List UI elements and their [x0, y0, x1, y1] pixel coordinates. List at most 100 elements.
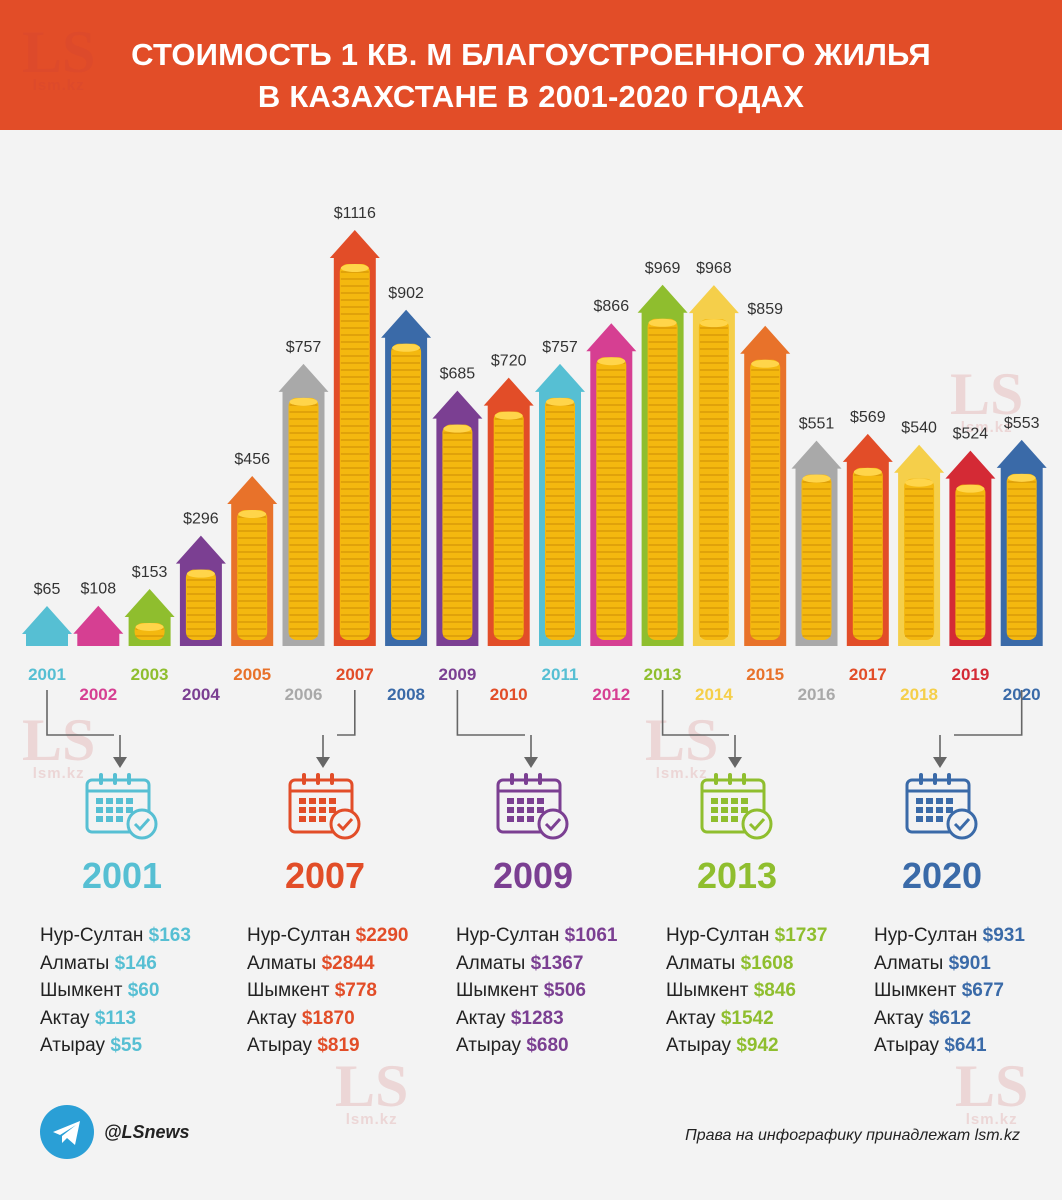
year-label: 2002 — [79, 685, 117, 704]
watermark-logo: LS lsm.kz — [950, 361, 1024, 436]
bar-2010: $720 2010 — [483, 353, 534, 704]
city-price-value: $506 — [543, 980, 586, 1001]
bar-2019: $524 2019 — [945, 426, 996, 684]
city-price-row: Шымкент $677 — [874, 977, 1062, 1005]
year-label: 2006 — [285, 685, 323, 704]
city-price-value: $680 — [526, 1035, 569, 1056]
detail-year-heading: 2007 — [284, 855, 366, 896]
coin-stack — [698, 319, 729, 640]
value-label: $456 — [234, 451, 270, 468]
bar-2013: $969 2013 — [637, 260, 688, 684]
city-price-list: Нур-Султан $1061 Алматы $1367 Шымкент $506… — [456, 922, 666, 1060]
city-price-value: $1061 — [564, 925, 618, 946]
watermark-logo: LS lsm.kz — [22, 707, 96, 782]
city-price-value: $1542 — [720, 1007, 774, 1029]
city-price-row: Алматы $1608 — [666, 950, 876, 978]
city-price-row: Шымкент $778 — [247, 977, 457, 1005]
value-label: $685 — [440, 366, 476, 383]
coin-stack — [493, 411, 524, 640]
coin-top — [392, 343, 421, 352]
telegram-handle[interactable]: @LSnews — [104, 1122, 190, 1142]
coin-stack — [1006, 473, 1037, 640]
city-price-row: Актау $1283 — [456, 1005, 666, 1033]
city-price-value: $1870 — [301, 1007, 355, 1029]
value-label: $969 — [645, 260, 681, 277]
connector-line — [954, 690, 1023, 736]
city-price-value: $60 — [127, 980, 160, 1001]
connector-line — [337, 690, 356, 736]
coin-stack — [801, 474, 832, 640]
connector-arrowhead — [524, 757, 538, 768]
coin-top — [648, 318, 677, 327]
telegram-icon[interactable] — [40, 1105, 94, 1159]
city-name: Атырау — [456, 1035, 527, 1056]
city-name: Шымкент — [666, 980, 754, 1001]
connector-arrowhead — [728, 757, 742, 768]
connector-arrowhead — [316, 757, 330, 768]
value-label: $551 — [799, 416, 835, 433]
city-price-list: Нур-Султан $2290 Алматы $2844 Шымкент $778… — [247, 922, 457, 1060]
value-label: $540 — [901, 420, 937, 437]
connector-line — [46, 690, 114, 736]
value-label: $859 — [747, 301, 783, 318]
bar-2006: $757 2006 — [278, 339, 329, 704]
connector-2013 — [661, 690, 742, 768]
city-name: Нур-Султан — [874, 925, 983, 946]
year-label: 2003 — [131, 665, 169, 684]
value-label: $153 — [132, 564, 168, 581]
calendar-check-icon — [857, 770, 1027, 847]
coin-top — [494, 411, 523, 420]
city-price-value: $819 — [317, 1035, 360, 1056]
city-price-value: $677 — [961, 980, 1004, 1001]
value-label: $1116 — [334, 205, 376, 222]
year-connector-lines — [46, 690, 1023, 768]
city-name: Атырау — [247, 1035, 318, 1056]
coin-stack — [339, 264, 370, 640]
city-price-row: Алматы $2844 — [247, 950, 457, 978]
value-label: $524 — [953, 426, 989, 443]
connector-2020 — [933, 690, 1023, 768]
calendar-check-icon — [652, 770, 822, 847]
city-price-value: $942 — [736, 1035, 779, 1056]
bar-2004: $296 2004 — [175, 511, 226, 704]
coin-stack — [852, 467, 883, 640]
title-line-1: СТОИМОСТЬ 1 КВ. М БЛАГОУСТРОЕННОГО ЖИЛЬЯ — [131, 37, 931, 72]
city-name: Алматы — [666, 952, 741, 974]
city-price-value: $612 — [928, 1007, 972, 1029]
city-name: Актау — [40, 1007, 95, 1029]
calendar-check-icon — [240, 770, 410, 847]
year-label: 2014 — [695, 685, 733, 704]
city-price-row: Актау $113 — [40, 1005, 250, 1033]
coin-top — [186, 569, 215, 578]
coin-top — [597, 357, 626, 366]
city-price-value: $641 — [944, 1035, 987, 1056]
coin-top — [853, 467, 882, 476]
city-price-row: Актау $1870 — [247, 1005, 457, 1033]
value-label: $902 — [388, 285, 424, 302]
city-name: Атырау — [40, 1035, 111, 1056]
value-label: $65 — [34, 581, 61, 598]
connector-arrowhead — [113, 757, 127, 768]
bar-2016: $551 2016 — [791, 416, 842, 704]
value-label: $569 — [850, 409, 886, 426]
city-price-row: Шымкент $60 — [40, 977, 250, 1005]
coin-top — [546, 397, 574, 406]
city-price-row: Нур-Султан $931 — [874, 922, 1062, 950]
coin-top — [751, 359, 780, 368]
bar-2017: $569 2017 — [842, 409, 893, 684]
city-name: Нур-Султан — [247, 925, 356, 946]
connector-line — [661, 690, 729, 736]
year-label: 2013 — [644, 665, 682, 684]
city-name: Нур-Султан — [40, 925, 149, 946]
city-name: Нур-Султан — [666, 925, 775, 946]
year-label: 2019 — [951, 665, 989, 684]
city-name: Атырау — [666, 1035, 737, 1056]
bar-2005: $456 2005 — [227, 451, 278, 684]
coin-top — [238, 510, 267, 519]
coin-stack — [750, 359, 781, 640]
bar-2007: $1116 2007 — [329, 205, 380, 684]
city-price-value: $1283 — [510, 1007, 564, 1029]
city-price-value: $778 — [334, 980, 377, 1001]
bar-2014: $968 2014 — [688, 260, 739, 704]
city-price-row: Шымкент $506 — [456, 977, 666, 1005]
